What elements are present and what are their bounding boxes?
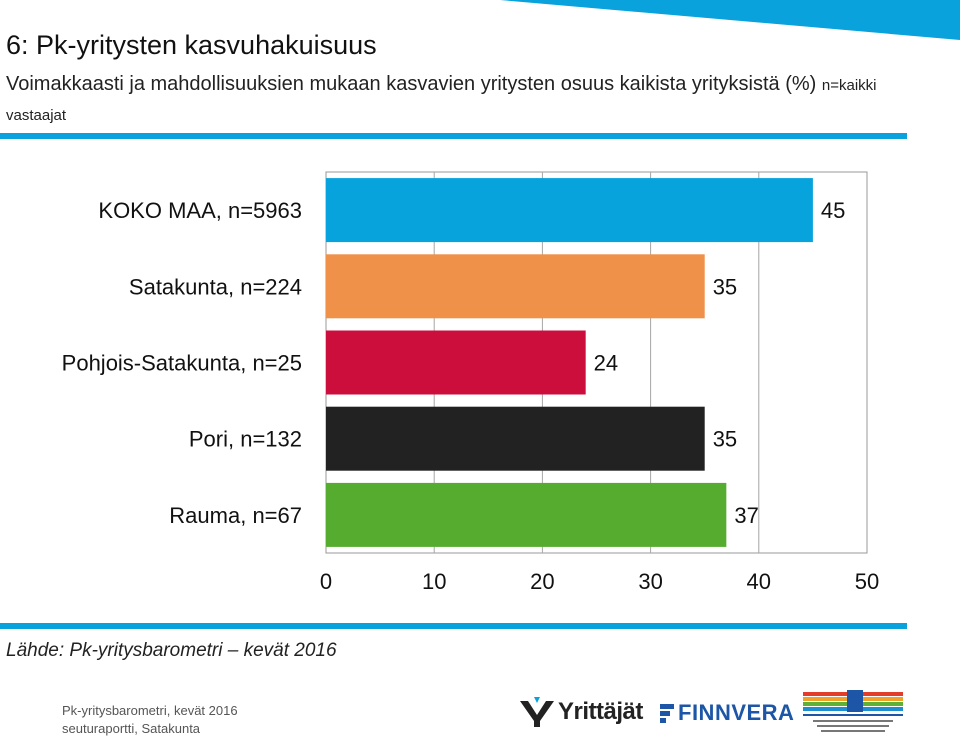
yrittajat-wordmark: Yrittäjät — [558, 698, 643, 725]
footer-line-2: seuturaportti, Satakunta — [62, 721, 201, 736]
source-note: Lähde: Pk-yritysbarometri – kevät 2016 — [6, 640, 337, 661]
category-label: Rauma, n=67 — [169, 503, 302, 528]
category-label: Pohjois-Satakunta, n=25 — [62, 351, 302, 376]
x-tick-label: 10 — [422, 569, 446, 594]
finnvera-logo: FINNVERA — [660, 700, 794, 726]
bottom-divider — [0, 623, 907, 629]
x-tick-label: 50 — [855, 569, 879, 594]
bar — [326, 254, 705, 319]
footer-text: Pk-yritysbarometri, kevät 2016 seuturapo… — [62, 702, 238, 738]
bar — [326, 178, 813, 243]
data-label: 24 — [594, 351, 618, 376]
subtitle-text: Voimakkaasti ja mahdollisuuksien mukaan … — [6, 73, 817, 95]
category-label: Pori, n=132 — [189, 427, 302, 452]
category-label: Satakunta, n=224 — [129, 274, 302, 299]
bar-chart: 0 10 20 30 40 50 KOKO MAA, n=5963 45 Satakunta, … — [62, 171, 879, 594]
finnvera-mark-icon — [660, 704, 674, 723]
data-label: 37 — [734, 503, 758, 528]
bar — [326, 482, 727, 547]
x-tick-label: 20 — [530, 569, 554, 594]
yrittajat-logo: Yrittäjät — [520, 695, 643, 729]
x-tick-label: 0 — [320, 569, 332, 594]
subtitle-note: n=kaikki vastaajat — [6, 77, 877, 124]
chart-subtitle: Voimakkaasti ja mahdollisuuksien mukaan … — [6, 70, 906, 130]
finnvera-wordmark: FINNVERA — [678, 700, 795, 725]
ministry-logo-icon — [803, 690, 903, 732]
x-tick-label: 40 — [747, 569, 771, 594]
bar — [326, 330, 586, 395]
data-label: 35 — [713, 427, 737, 452]
footer-line-1: Pk-yritysbarometri, kevät 2016 — [62, 703, 238, 718]
category-label: KOKO MAA, n=5963 — [98, 198, 302, 223]
yrittajat-mark-icon — [520, 697, 554, 727]
data-label: 45 — [821, 198, 845, 223]
x-tick-label: 30 — [638, 569, 662, 594]
top-divider — [0, 133, 907, 139]
bar — [326, 406, 705, 471]
page-title: 6: Pk-yritysten kasvuhakuisuus — [6, 30, 377, 60]
data-label: 35 — [713, 274, 737, 299]
